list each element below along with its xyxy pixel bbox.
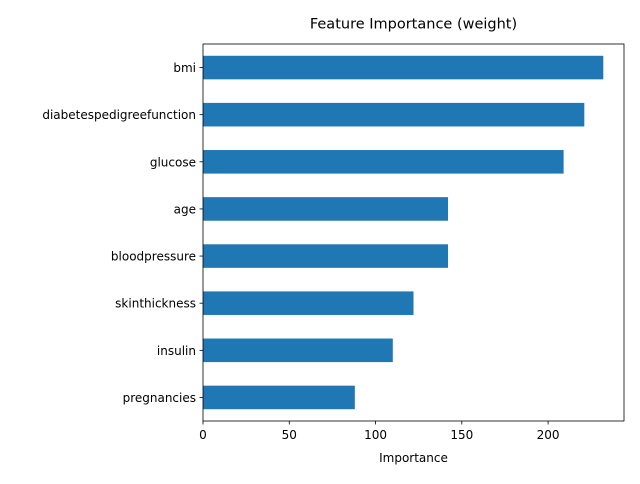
y-tick-label: bmi <box>173 61 196 75</box>
bar-bloodpressure <box>203 244 449 268</box>
y-tick-label: age <box>174 202 196 216</box>
y-tick-label: bloodpressure <box>111 250 196 264</box>
y-axis-ticks: bmi diabetespedigreefunction glucose age blo… <box>42 61 203 405</box>
x-axis-ticks: 0 50 100 150 200 <box>199 421 560 442</box>
bar-pregnancies <box>203 385 355 410</box>
chart-title: Feature Importance (weight) <box>310 17 517 33</box>
bars-group <box>203 55 604 410</box>
y-tick-label: insulin <box>157 344 196 358</box>
plot-frame <box>202 43 625 422</box>
y-tick-label: glucose <box>150 155 196 169</box>
bar-insulin <box>203 338 393 363</box>
y-tick-label: skinthickness <box>115 297 196 311</box>
bar-skinthickness <box>203 291 414 315</box>
x-tick-label: 200 <box>537 428 560 442</box>
y-tick-label: diabetespedigreefunction <box>42 108 196 122</box>
y-tick-label: pregnancies <box>123 391 196 405</box>
x-tick-label: 0 <box>199 428 207 442</box>
bar-age <box>203 197 449 221</box>
bar-bmi <box>203 55 604 80</box>
axes-frame <box>202 43 625 422</box>
bar-glucose <box>203 150 564 174</box>
x-tick-label: 50 <box>282 428 297 442</box>
bar-diabetespedigreefunction <box>203 102 585 127</box>
x-tick-label: 100 <box>364 428 387 442</box>
x-axis-label: Importance <box>379 451 448 465</box>
x-tick-label: 150 <box>450 428 473 442</box>
